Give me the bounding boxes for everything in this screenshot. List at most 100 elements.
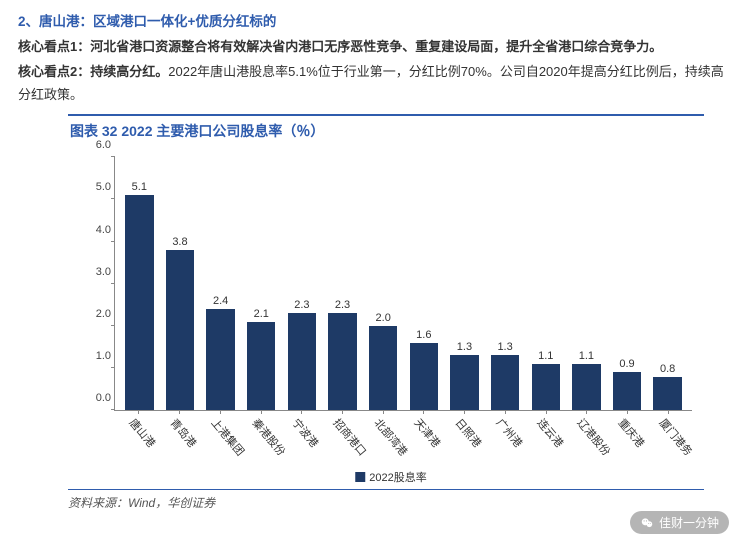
bar xyxy=(166,250,194,410)
bar-wrap: 5.1 xyxy=(119,157,160,410)
bar-wrap: 1.1 xyxy=(566,157,607,410)
x-label-text: 广州港 xyxy=(493,415,526,451)
viewpoint-1-body: 河北省港口资源整合将有效解决省内港口无序恶性竞争、重复建设局面，提升全省港口综合… xyxy=(90,39,662,54)
bar xyxy=(572,364,600,410)
bar-value-label: 2.4 xyxy=(213,295,228,307)
y-tick-mark xyxy=(111,367,115,368)
y-tick-label: 0.0 xyxy=(81,392,111,404)
x-label-text: 唐山港 xyxy=(126,415,159,451)
bar-wrap: 2.1 xyxy=(241,157,282,410)
y-tick-mark xyxy=(111,241,115,242)
wechat-icon xyxy=(640,516,654,530)
bar-value-label: 1.1 xyxy=(579,350,594,362)
y-tick-label: 2.0 xyxy=(81,308,111,320)
x-tick-mark xyxy=(668,410,669,414)
x-tick-mark xyxy=(179,410,180,414)
bar-wrap: 1.6 xyxy=(403,157,444,410)
y-tick-mark xyxy=(111,156,115,157)
y-tick-label: 6.0 xyxy=(81,139,111,151)
x-label: 广州港 xyxy=(484,411,525,487)
viewpoint-2: 核心看点2：持续高分红。2022年唐山港股息率5.1%位于行业第一，分红比例70… xyxy=(18,61,729,107)
bar xyxy=(288,313,316,410)
y-tick-label: 1.0 xyxy=(81,350,111,362)
viewpoint-2-label2: 持续高分红。 xyxy=(90,64,168,79)
bar-value-label: 2.3 xyxy=(294,299,309,311)
viewpoint-2-label: 核心看点2： xyxy=(18,64,90,79)
x-label: 宁波港 xyxy=(281,411,322,487)
viewpoint-1: 核心看点1：河北省港口资源整合将有效解决省内港口无序恶性竞争、重复建设局面，提升… xyxy=(18,36,729,59)
chart-container: 图表 32 2022 主要港口公司股息率（％） 5.1 3.8 2.4 2.1 2.3 2… xyxy=(68,114,704,487)
y-tick-mark xyxy=(111,325,115,326)
y-tick-label: 3.0 xyxy=(81,266,111,278)
watermark-text: 佳财一分钟 xyxy=(659,514,719,531)
x-label: 重庆港 xyxy=(607,411,648,487)
x-tick-mark xyxy=(138,410,139,414)
bar xyxy=(247,322,275,411)
x-tick-mark xyxy=(220,410,221,414)
x-label-text: 天津港 xyxy=(411,415,444,451)
bar-wrap: 0.9 xyxy=(607,157,648,410)
x-tick-mark xyxy=(627,410,628,414)
x-tick-mark xyxy=(342,410,343,414)
bar-value-label: 0.8 xyxy=(660,363,675,375)
bar-value-label: 1.3 xyxy=(457,341,472,353)
y-tick-mark xyxy=(111,409,115,410)
x-label: 秦港股份 xyxy=(240,411,281,487)
chart-legend: 2022股息率 xyxy=(355,469,426,485)
bar-value-label: 1.3 xyxy=(497,341,512,353)
x-label: 连云港 xyxy=(525,411,566,487)
bar xyxy=(328,313,356,410)
bar xyxy=(369,326,397,410)
y-tick-label: 4.0 xyxy=(81,224,111,236)
x-tick-mark xyxy=(505,410,506,414)
viewpoint-1-label: 核心看点1： xyxy=(18,39,90,54)
x-label: 辽港股份 xyxy=(566,411,607,487)
bar xyxy=(206,309,234,410)
x-tick-mark xyxy=(464,410,465,414)
x-tick-mark xyxy=(423,410,424,414)
x-label-text: 厦门港务 xyxy=(655,415,696,459)
y-tick-mark xyxy=(111,283,115,284)
bar-value-label: 3.8 xyxy=(172,236,187,248)
legend-swatch-icon xyxy=(355,472,365,482)
bar-wrap: 0.8 xyxy=(647,157,688,410)
x-tick-mark xyxy=(383,410,384,414)
bar xyxy=(532,364,560,410)
bar-wrap: 1.3 xyxy=(485,157,526,410)
bar-wrap: 1.3 xyxy=(444,157,485,410)
x-tick-mark xyxy=(586,410,587,414)
plot-area: 5.1 3.8 2.4 2.1 2.3 2.3 2.0 1.6 1.3 1.3 1.1 1.1 0.9 0… xyxy=(114,157,692,411)
bars-group: 5.1 3.8 2.4 2.1 2.3 2.3 2.0 1.6 1.3 1.3 1.1 1.1 0.9 0… xyxy=(115,157,692,410)
bar-value-label: 0.9 xyxy=(619,358,634,370)
bar-value-label: 5.1 xyxy=(132,181,147,193)
x-label: 上港集团 xyxy=(199,411,240,487)
bar-wrap: 2.3 xyxy=(322,157,363,410)
chart-title: 图表 32 2022 主要港口公司股息率（％） xyxy=(68,119,704,147)
section-heading: 2、唐山港：区域港口一体化+优质分红标的 xyxy=(18,10,729,30)
bar xyxy=(653,377,681,411)
x-label-text: 重庆港 xyxy=(615,415,648,451)
bar-value-label: 1.1 xyxy=(538,350,553,362)
bar xyxy=(491,355,519,410)
x-label-text: 宁波港 xyxy=(289,415,322,451)
bar-wrap: 2.0 xyxy=(363,157,404,410)
bar-wrap: 1.1 xyxy=(525,157,566,410)
x-label-text: 青岛港 xyxy=(167,415,200,451)
bar-value-label: 1.6 xyxy=(416,329,431,341)
x-label: 青岛港 xyxy=(159,411,200,487)
x-label-text: 日照港 xyxy=(452,415,485,451)
x-label: 日照港 xyxy=(444,411,485,487)
bar-value-label: 2.0 xyxy=(376,312,391,324)
source-line: 资料来源：Wind，华创证券 xyxy=(68,489,704,511)
x-label: 厦门港务 xyxy=(647,411,688,487)
bar-wrap: 3.8 xyxy=(160,157,201,410)
x-label-text: 连云港 xyxy=(533,415,566,451)
x-tick-mark xyxy=(301,410,302,414)
y-tick-label: 5.0 xyxy=(81,181,111,193)
x-label: 唐山港 xyxy=(118,411,159,487)
bar-wrap: 2.4 xyxy=(200,157,241,410)
chart-area: 5.1 3.8 2.4 2.1 2.3 2.3 2.0 1.6 1.3 1.3 1.1 1.1 0.9 0… xyxy=(78,147,704,487)
bar xyxy=(450,355,478,410)
bar xyxy=(410,343,438,410)
bar-wrap: 2.3 xyxy=(282,157,323,410)
